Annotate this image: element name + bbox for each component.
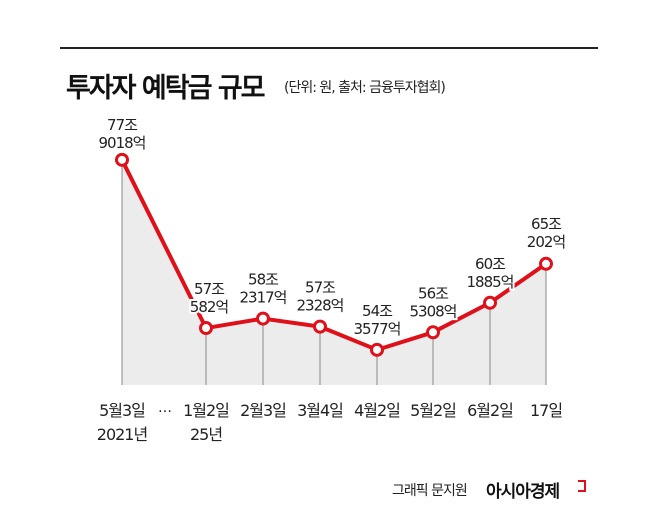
data-label: 202억 — [527, 233, 565, 251]
data-label: 65조 — [531, 215, 562, 233]
data-label: 2328억 — [297, 297, 344, 315]
top-rule — [60, 47, 598, 49]
data-point — [483, 295, 497, 310]
data-label: 3577억 — [354, 320, 401, 338]
data-label: 1885억 — [467, 273, 514, 291]
data-point — [256, 311, 270, 326]
x-tick-label: 5월2일 — [410, 401, 456, 420]
x-tick-label: 6월2일 — [467, 401, 513, 420]
data-point — [115, 152, 129, 167]
data-label: 2317억 — [240, 289, 287, 307]
x-tick-label: 4월2일 — [354, 401, 400, 420]
data-label: 5308억 — [410, 302, 457, 320]
x-tick-label: 2월3일 — [240, 401, 286, 420]
data-label: 77조 — [107, 116, 138, 134]
x-tick-label: 2021년 — [97, 425, 148, 444]
data-label: 60조 — [475, 255, 506, 273]
brand-mark-icon — [578, 480, 586, 492]
x-tick-label: 3월4일 — [297, 401, 343, 420]
data-point — [199, 321, 213, 336]
x-tick-label: 5월3일 — [99, 401, 145, 420]
data-label: 56조 — [418, 284, 449, 302]
axis-gap-marker: … — [158, 400, 172, 416]
chart-subtitle: (단위: 원, 출처: 금융투자협회) — [284, 80, 446, 96]
data-point — [426, 325, 440, 340]
data-point — [313, 319, 327, 334]
x-tick-label: 25년 — [190, 425, 222, 444]
data-point — [539, 256, 553, 271]
data-label: 58조 — [248, 271, 279, 289]
graphic-credit: 그래픽 문지원 — [392, 483, 468, 499]
data-label: 582억 — [190, 298, 228, 316]
x-tick-label: 17일 — [530, 401, 562, 420]
data-label: 9018억 — [99, 134, 146, 152]
chart-title: 투자자 예탁금 규모 — [66, 73, 266, 104]
data-label: 54조 — [362, 302, 393, 320]
brand-logo: 아시아경제 — [486, 482, 560, 502]
series-line — [120, 158, 548, 352]
data-label: 57조 — [305, 279, 336, 297]
data-label: 57조 — [194, 280, 225, 298]
data-point — [370, 342, 384, 357]
x-tick-label: 1월2일 — [183, 401, 229, 420]
